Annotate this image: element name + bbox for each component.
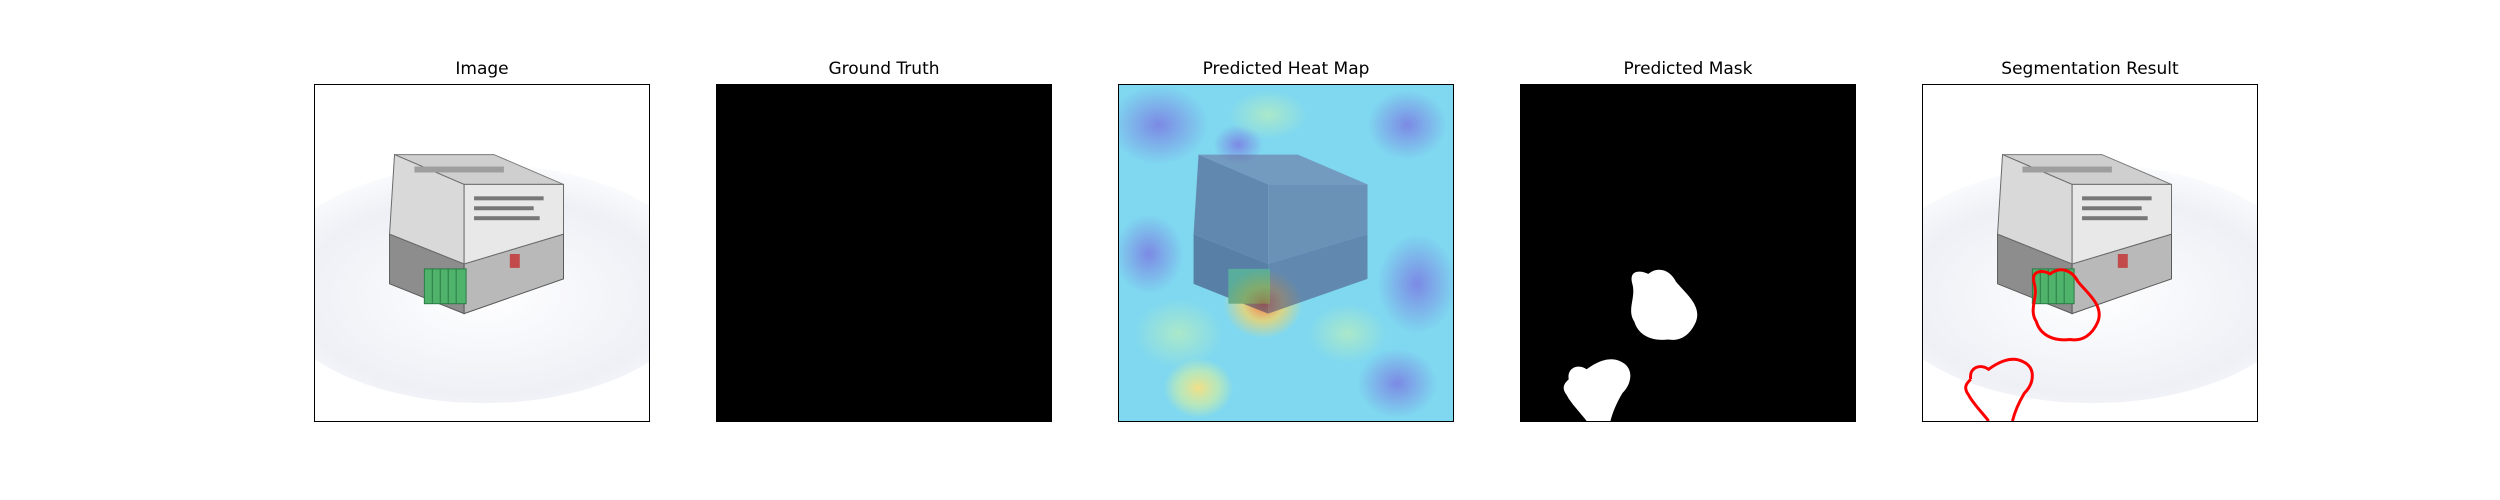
panel-title-segmentation-result: Segmentation Result xyxy=(2001,59,2179,79)
panel-title-predicted-mask: Predicted Mask xyxy=(1623,59,1753,79)
panel-heat-map: Predicted Heat Map xyxy=(1118,0,1454,500)
panel-title-image: Image xyxy=(455,59,509,79)
ground-truth-view xyxy=(716,84,1052,422)
panel-title-ground-truth: Ground Truth xyxy=(828,59,940,79)
panel-title-heat-map: Predicted Heat Map xyxy=(1202,59,1370,79)
panel-predicted-mask: Predicted Mask xyxy=(1520,0,1856,500)
predicted-mask-view xyxy=(1520,84,1856,422)
segmentation-result-graphic xyxy=(1923,85,2257,421)
predicted-mask-graphic xyxy=(1521,85,1855,421)
panel-ground-truth: Ground Truth xyxy=(716,0,1052,500)
panel-segmentation-result: Segmentation Result xyxy=(1922,0,2258,500)
mask-blob-lower xyxy=(1563,359,1631,421)
heat-map-view xyxy=(1118,84,1454,422)
industrial-device-overlay xyxy=(1193,154,1368,314)
image-view xyxy=(314,84,650,422)
panel-image: Image xyxy=(314,0,650,500)
ground-truth-mask xyxy=(717,85,1051,421)
mask-blob-upper xyxy=(1631,269,1698,340)
industrial-device-icon xyxy=(1997,153,2173,315)
segmentation-result-view xyxy=(1922,84,2258,422)
industrial-device-icon xyxy=(389,153,565,315)
photo-graphic xyxy=(315,85,649,421)
heat-map-graphic xyxy=(1119,85,1453,421)
contour-lower xyxy=(1964,357,2034,421)
contour-upper xyxy=(2031,268,2101,342)
